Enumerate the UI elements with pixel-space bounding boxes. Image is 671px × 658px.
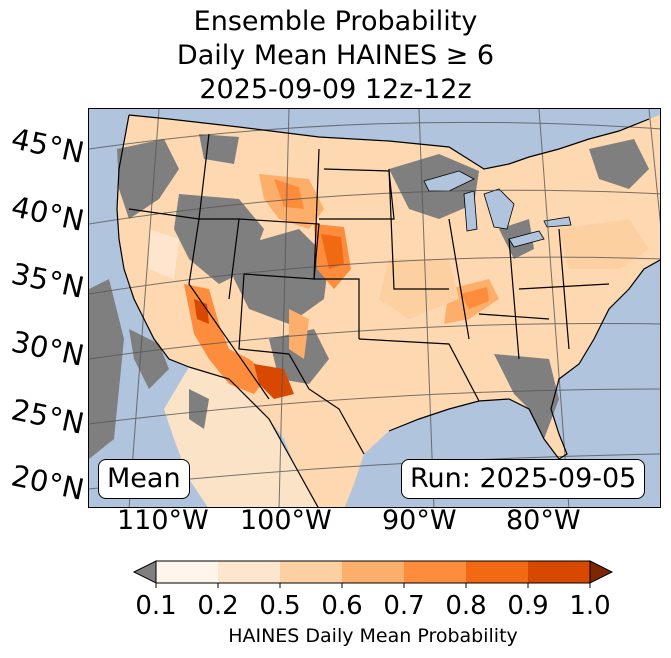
lat-label-40n: 40°N [8,189,88,238]
run-date-label: Run: 2025-09-05 [401,459,646,499]
colorbar-over-arrow [589,560,614,584]
colorbar-tick-label-0: 0.1 [135,591,177,621]
colorbar-tick-label-3: 0.6 [321,591,363,621]
probability-shading [149,174,649,399]
title-line-3: 2025-09-09 12z-12z [199,74,472,105]
colorbar-bin-5 [466,561,529,583]
lon-label-80w: 80°W [506,505,581,536]
colorbar-tick-label-4: 0.7 [383,591,425,621]
map-panel [88,108,661,508]
map-svg [89,109,660,507]
colorbar-tick-label-5: 0.8 [445,591,487,621]
title-line-2: Daily Mean HAINES ≥ 6 [176,40,495,71]
lat-label-45n: 45°N [8,121,88,170]
colorbar-title: HAINES Daily Mean Probability [228,625,518,647]
colorbar-bin-0 [156,561,219,583]
colorbar-tick-label-6: 0.9 [507,591,549,621]
great-lakes [423,170,572,248]
land-area [117,114,660,507]
colorbar-bin-4 [404,561,467,583]
colorbar [132,560,614,588]
mean-label: Mean [98,459,190,499]
colorbar-bin-1 [218,561,281,583]
colorbar-bin-3 [342,561,405,583]
lon-label-100w: 100°W [240,505,332,536]
colorbar-bin-2 [280,561,343,583]
state-borders [116,114,660,507]
colorbar-under-arrow [132,560,157,584]
lon-label-90w: 90°W [382,505,457,536]
title-line-1: Ensemble Probability [193,6,478,37]
colorbar-tick-label-2: 0.5 [259,591,301,621]
lon-label-110w: 110°W [117,505,209,536]
colorbar-tick-label-7: 1.0 [569,591,611,621]
lat-label-20n: 20°N [8,458,88,507]
lat-label-25n: 25°N [8,392,88,441]
colorbar-bin-6 [528,561,591,583]
lat-label-30n: 30°N [8,324,88,373]
colorbar-tick-label-1: 0.2 [197,591,239,621]
lat-label-35n: 35°N [8,256,88,305]
